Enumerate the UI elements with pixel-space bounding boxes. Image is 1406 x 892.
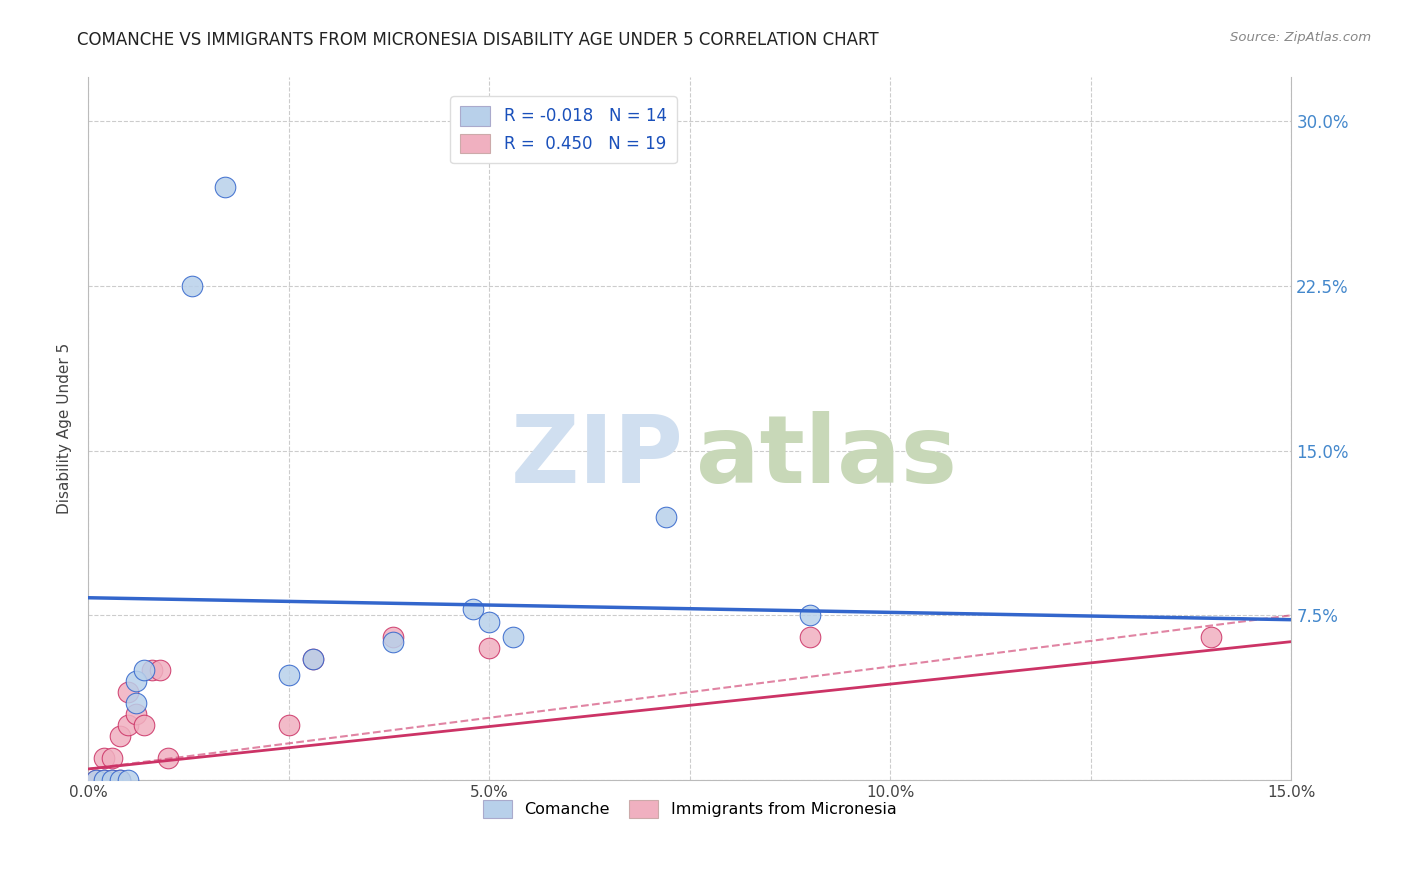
Text: COMANCHE VS IMMIGRANTS FROM MICRONESIA DISABILITY AGE UNDER 5 CORRELATION CHART: COMANCHE VS IMMIGRANTS FROM MICRONESIA D… xyxy=(77,31,879,49)
Point xyxy=(117,685,139,699)
Point xyxy=(117,718,139,732)
Point xyxy=(478,641,501,656)
Point xyxy=(101,751,124,765)
Point xyxy=(93,772,115,787)
Point xyxy=(502,630,524,644)
Point xyxy=(93,772,115,787)
Point xyxy=(141,663,163,677)
Point xyxy=(277,667,299,681)
Point xyxy=(84,772,107,787)
Point xyxy=(478,615,501,629)
Point xyxy=(381,634,404,648)
Text: atlas: atlas xyxy=(696,411,956,503)
Point xyxy=(125,674,148,689)
Point xyxy=(101,772,124,787)
Point xyxy=(654,509,676,524)
Point xyxy=(110,729,132,743)
Point xyxy=(134,663,156,677)
Point xyxy=(799,630,821,644)
Text: ZIP: ZIP xyxy=(510,411,683,503)
Point xyxy=(799,608,821,623)
Point xyxy=(125,696,148,710)
Point xyxy=(277,718,299,732)
Point xyxy=(181,279,204,293)
Point xyxy=(301,652,323,666)
Y-axis label: Disability Age Under 5: Disability Age Under 5 xyxy=(58,343,72,515)
Point xyxy=(1199,630,1222,644)
Point xyxy=(463,601,485,615)
Point xyxy=(117,772,139,787)
Point xyxy=(149,663,172,677)
Point xyxy=(93,751,115,765)
Text: Source: ZipAtlas.com: Source: ZipAtlas.com xyxy=(1230,31,1371,45)
Point xyxy=(125,707,148,722)
Point xyxy=(110,772,132,787)
Point xyxy=(214,180,236,194)
Point xyxy=(101,772,124,787)
Point xyxy=(84,772,107,787)
Point xyxy=(134,718,156,732)
Point xyxy=(110,772,132,787)
Point xyxy=(381,630,404,644)
Point xyxy=(157,751,180,765)
Point xyxy=(301,652,323,666)
Legend: Comanche, Immigrants from Micronesia: Comanche, Immigrants from Micronesia xyxy=(477,793,903,825)
